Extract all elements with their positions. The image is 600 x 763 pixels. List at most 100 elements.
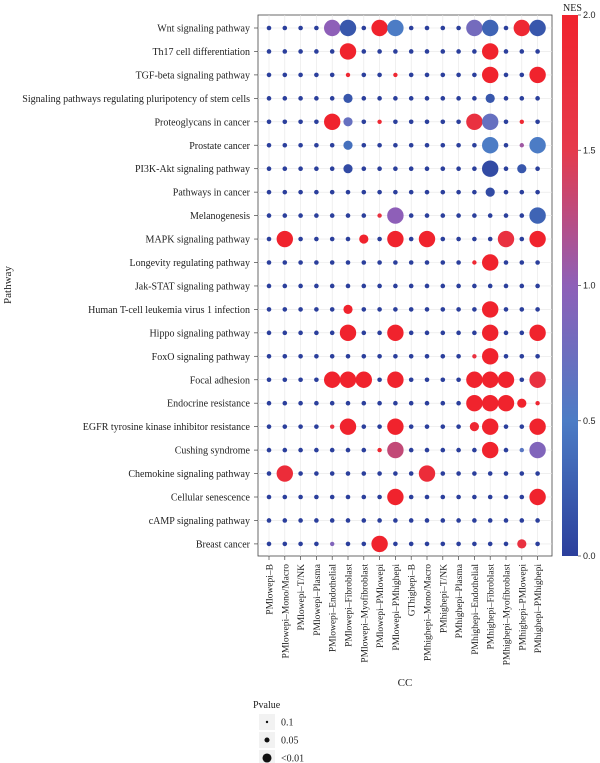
data-dot (387, 230, 404, 248)
data-dot (276, 465, 293, 482)
base-dot (424, 400, 430, 406)
data-dot (529, 207, 546, 224)
cc-label: PMhighepi–Myofibroblast (502, 564, 513, 666)
pathway-label: Th17 cell differentiation (152, 47, 250, 58)
base-dot (314, 119, 319, 125)
base-dot (440, 25, 446, 31)
base-dot (377, 494, 382, 500)
base-dot (487, 518, 493, 523)
base-dot (519, 330, 525, 336)
pathway-label: EGFR tyrosine kinase inhibitor resistanc… (83, 422, 251, 433)
base-dot (440, 142, 446, 148)
nes-tick-label: 0.5 (583, 416, 596, 426)
base-dot (266, 354, 272, 359)
data-dot (339, 19, 357, 37)
base-dot (535, 307, 540, 312)
base-dot (282, 518, 288, 523)
base-dot (298, 25, 303, 31)
base-dot (266, 189, 272, 195)
base-dot (329, 518, 335, 523)
base-dot (345, 541, 351, 547)
base-dot (329, 471, 335, 476)
base-dot (266, 541, 272, 547)
data-dot (482, 324, 499, 342)
data-dot (519, 143, 524, 148)
base-dot (408, 119, 414, 125)
base-dot (298, 447, 303, 453)
base-dot (519, 283, 525, 289)
base-dot (282, 354, 288, 359)
base-dot (377, 518, 382, 523)
pvalue-key-label: <0.01 (281, 754, 304, 763)
base-dot (408, 471, 414, 476)
base-dot (535, 49, 540, 54)
base-dot (393, 354, 398, 359)
base-dot (298, 189, 303, 195)
base-dot (345, 213, 351, 218)
base-dot (393, 260, 398, 265)
base-dot (472, 494, 477, 500)
base-dot (298, 541, 303, 547)
base-dot (377, 424, 382, 429)
base-dot (535, 189, 540, 195)
base-dot (456, 119, 461, 125)
base-dot (393, 518, 398, 523)
cc-label: PMhighepi–T/NK (439, 564, 449, 633)
base-dot (266, 377, 272, 383)
base-dot (456, 330, 461, 336)
base-dot (282, 260, 288, 265)
data-dot (276, 230, 293, 248)
base-dot (329, 213, 335, 218)
data-dot (519, 447, 524, 453)
base-dot (329, 96, 335, 101)
pathway-label: Longevity regulating pathway (129, 258, 250, 269)
base-dot (456, 189, 461, 195)
data-dot (497, 371, 515, 388)
base-dot (314, 166, 319, 171)
base-dot (314, 49, 319, 54)
base-dot (503, 447, 509, 453)
base-dot (487, 213, 493, 218)
base-dot (456, 400, 461, 406)
pathway-label: TGF-beta signaling pathway (136, 70, 250, 81)
base-dot (424, 72, 430, 78)
base-dot (266, 213, 272, 218)
base-dot (266, 330, 272, 336)
base-dot (266, 236, 272, 242)
base-dot (519, 96, 525, 101)
base-dot (329, 72, 335, 78)
base-dot (298, 119, 303, 125)
base-dot (456, 424, 461, 429)
base-dot (519, 518, 525, 523)
base-dot (519, 471, 525, 476)
data-dot (387, 371, 404, 388)
base-dot (393, 119, 398, 125)
base-dot (503, 330, 509, 336)
pathway-label: Breast cancer (196, 539, 251, 550)
base-dot (345, 518, 351, 523)
base-dot (503, 471, 509, 476)
base-dot (314, 354, 319, 359)
base-dot (282, 213, 288, 218)
data-dot (513, 19, 530, 37)
base-dot (440, 119, 446, 125)
base-dot (535, 96, 540, 101)
base-dot (408, 25, 414, 31)
data-dot (466, 113, 483, 130)
base-dot (456, 447, 461, 453)
data-dot (529, 418, 546, 435)
pathway-label: Signaling pathways regulating pluripoten… (22, 94, 250, 105)
base-dot (408, 96, 414, 101)
base-dot (266, 260, 272, 265)
base-dot (266, 447, 272, 453)
base-dot (472, 213, 477, 218)
pvalue-key-label: 0.05 (281, 736, 299, 747)
data-dot (377, 119, 382, 125)
base-dot (377, 189, 382, 195)
base-dot (519, 236, 525, 242)
nes-tick-label: 0.0 (583, 551, 596, 561)
base-dot (361, 518, 367, 523)
base-dot (456, 142, 461, 148)
base-dot (393, 400, 398, 406)
base-dot (424, 330, 430, 336)
